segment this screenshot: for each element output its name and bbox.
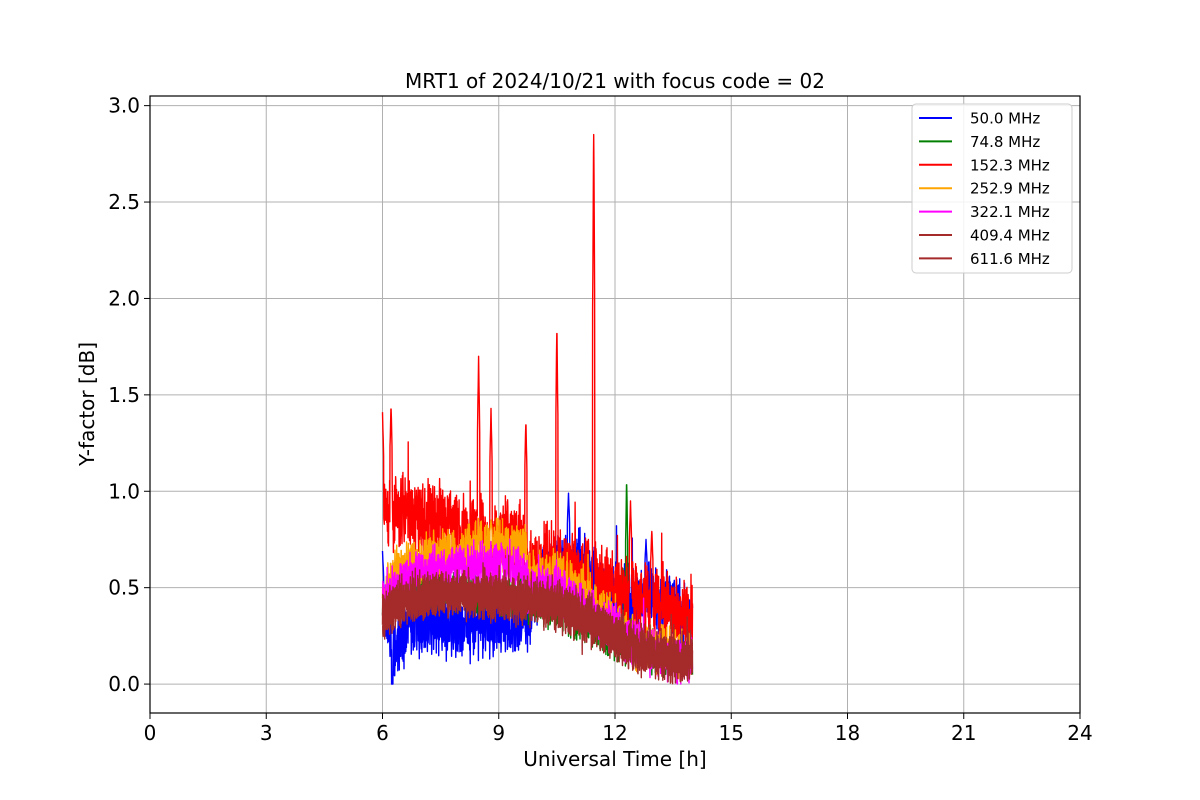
y-tick-label: 2.5 (108, 190, 140, 214)
y-tick-label: 3.0 (108, 94, 140, 118)
x-tick-label: 6 (376, 721, 389, 745)
x-tick-label: 12 (602, 721, 627, 745)
x-tick-label: 15 (719, 721, 744, 745)
legend-label: 50.0 MHz (970, 110, 1040, 128)
y-axis-label: Y-factor [dB] (75, 342, 99, 467)
y-tick-label: 1.0 (108, 479, 140, 503)
x-tick-label: 0 (144, 721, 157, 745)
legend-label: 322.1 MHz (970, 203, 1050, 221)
y-tick-label: 1.5 (108, 383, 140, 407)
chart-title: MRT1 of 2024/10/21 with focus code = 02 (405, 69, 825, 93)
x-tick-label: 18 (835, 721, 860, 745)
x-tick-label: 9 (492, 721, 505, 745)
x-axis-label: Universal Time [h] (523, 747, 706, 771)
plot-area (381, 133, 694, 685)
legend-label: 611.6 MHz (970, 250, 1050, 268)
x-tick-label: 24 (1067, 721, 1092, 745)
legend-label: 74.8 MHz (970, 133, 1040, 151)
x-tick-label: 21 (951, 721, 976, 745)
legend-label: 152.3 MHz (970, 156, 1050, 174)
legend-box (911, 103, 1073, 274)
y-tick-label: 2.0 (108, 286, 140, 310)
y-tick-label: 0.0 (108, 672, 140, 696)
x-tick-label: 3 (260, 721, 273, 745)
series-line (382, 569, 694, 684)
y-tick-label: 0.5 (108, 576, 140, 600)
legend-label: 252.9 MHz (970, 180, 1050, 198)
legend-label: 409.4 MHz (970, 227, 1050, 245)
legend: 50.0 MHz 74.8 MHz 152.3 MHz 252.9 MHz 322.1… (911, 103, 1073, 274)
axis-ticks: 0 3 6 9 12 15 18 21 24 0.0 0.5 1.0 1.5 2.0 2.5 3.0 (108, 94, 1093, 745)
